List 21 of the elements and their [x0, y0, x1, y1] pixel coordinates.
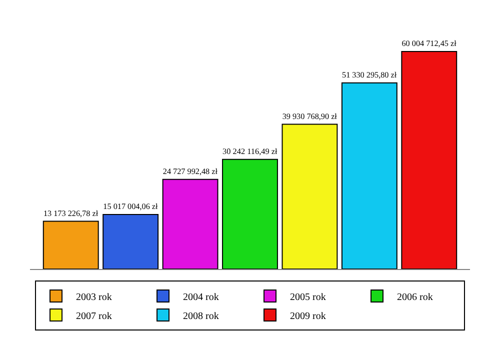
data-label: 60 004 712,45 zł [402, 39, 458, 48]
bar [282, 124, 338, 269]
bar [341, 82, 398, 269]
data-label: 39 930 768,90 zł [282, 112, 338, 121]
legend-label: 2006 rok [397, 292, 433, 303]
legend-label: 2009 rok [290, 310, 326, 322]
bar [222, 158, 278, 269]
legend-label: 2007 rok [76, 310, 112, 322]
data-label: 51 330 295,80 zł [342, 70, 398, 80]
data-label: 15 017 004,06 zł [103, 202, 159, 212]
data-label: 30 242 116,49 zł [222, 146, 278, 156]
data-label: 24 727 992,48 zł [162, 166, 218, 176]
legend-label: 2004 rok [183, 292, 219, 303]
bar [102, 214, 159, 269]
bar [162, 178, 218, 269]
bar [401, 50, 458, 269]
legend-label: 2003 rok [76, 292, 112, 303]
legend-label: 2008 rok [183, 310, 219, 322]
data-label: 13 173 226,78 zł [43, 208, 99, 218]
legend-label: 2005 rok [290, 292, 326, 303]
bar [42, 220, 99, 269]
